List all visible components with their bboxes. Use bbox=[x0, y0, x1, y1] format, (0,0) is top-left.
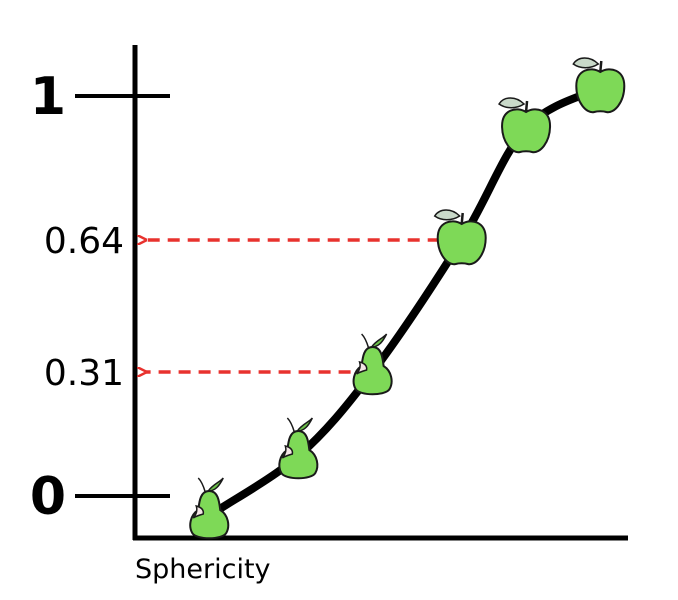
apple-icon bbox=[573, 58, 624, 112]
data-curve bbox=[201, 88, 600, 526]
y-tick-label: 0.64 bbox=[44, 221, 124, 262]
arrows bbox=[145, 240, 460, 372]
pear-icon bbox=[354, 334, 392, 394]
apple-icon bbox=[499, 98, 550, 152]
y-tick-label: 0.31 bbox=[44, 353, 124, 394]
x-axis-label: Sphericity bbox=[135, 554, 271, 585]
data-points bbox=[190, 58, 624, 538]
y-tick-label: 0 bbox=[30, 467, 66, 527]
y-ticks: 1 0.64 0.31 0 bbox=[30, 67, 170, 527]
axes bbox=[133, 45, 628, 540]
y-tick-label: 1 bbox=[30, 67, 66, 127]
